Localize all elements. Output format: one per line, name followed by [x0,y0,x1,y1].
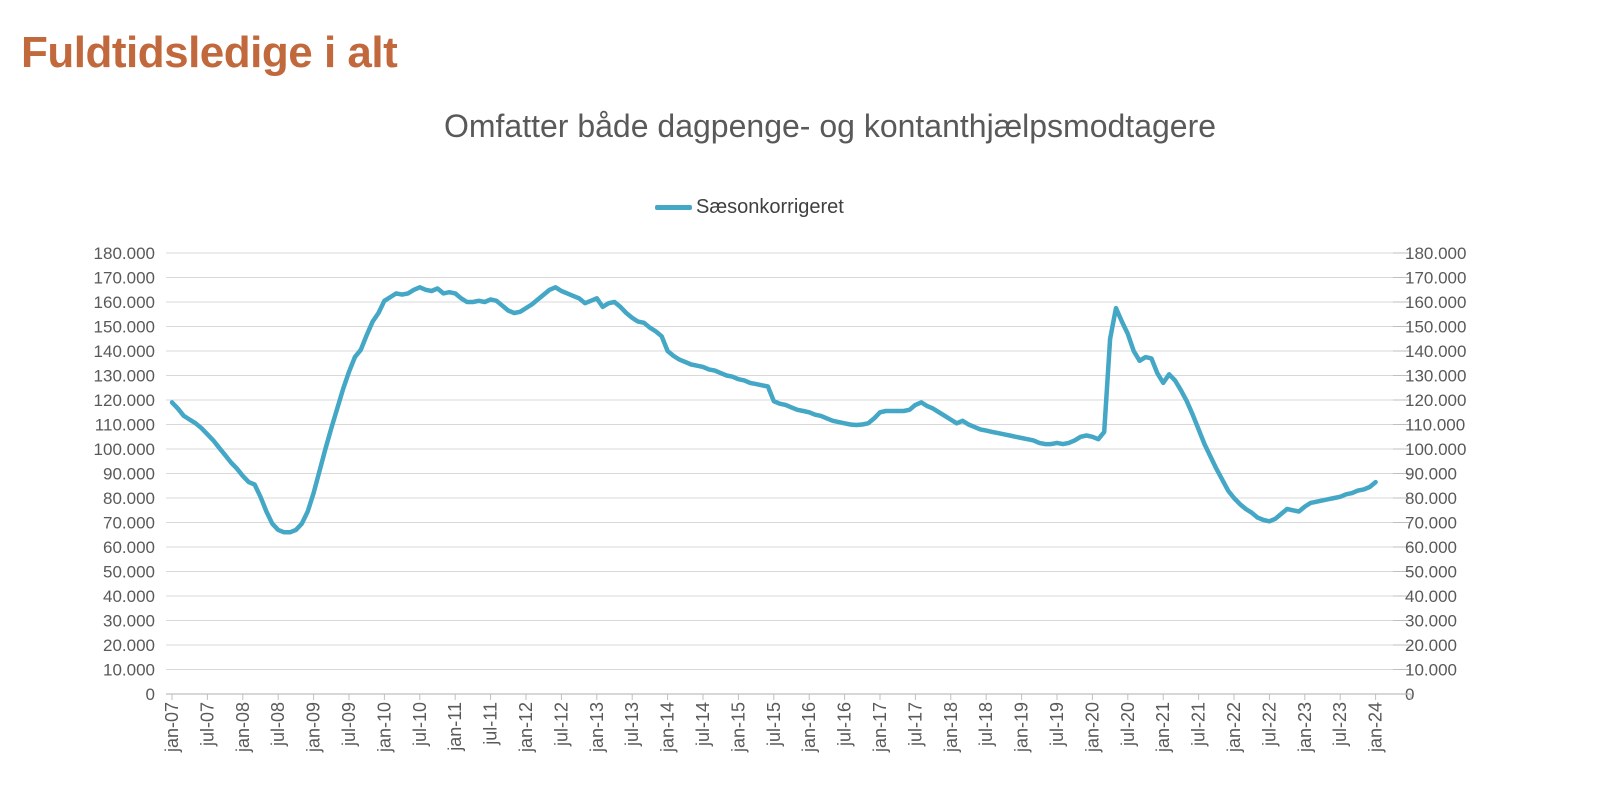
y-axis-label-left: 20.000 [103,636,155,655]
x-axis-label: jan-08 [233,702,253,753]
x-axis-label: jul-22 [1259,702,1279,747]
y-axis-label-left: 130.000 [94,367,155,386]
y-axis-label-left: 50.000 [103,563,155,582]
x-axis-label: jan-18 [941,702,961,753]
x-axis-label: jul-11 [481,702,501,746]
y-axis-label-left: 120.000 [94,391,155,410]
y-axis-label-left: 100.000 [94,440,155,459]
y-axis-label-right: 150.000 [1405,318,1466,337]
y-axis-label-left: 90.000 [103,465,155,484]
x-axis-label: jan-13 [587,702,607,753]
x-axis-label: jan-15 [728,702,748,753]
x-axis-label: jul-19 [1047,702,1067,747]
x-axis-label: jan-17 [870,702,890,753]
y-axis-label-right: 110.000 [1405,416,1465,435]
x-axis-label: jan-09 [304,702,324,753]
x-axis-label: jan-16 [799,702,819,753]
y-axis-label-right: 50.000 [1405,563,1457,582]
x-axis-label: jan-12 [516,702,536,753]
y-axis-label-left: 0 [146,685,155,704]
x-axis-label: jan-11 [445,702,465,752]
y-axis-label-right: 40.000 [1405,587,1457,606]
y-axis-label-right: 20.000 [1405,636,1457,655]
x-axis-label: jan-14 [658,702,678,753]
x-axis-label: jan-07 [162,702,182,753]
y-axis-label-right: 120.000 [1405,391,1466,410]
y-axis-label-left: 170.000 [94,269,155,288]
x-axis-label: jul-21 [1189,702,1209,747]
y-axis-label-right: 170.000 [1405,269,1466,288]
legend-line-swatch [655,205,692,210]
y-axis-label-left: 10.000 [103,661,155,680]
x-axis-label: jul-15 [764,702,784,747]
y-axis-label-right: 140.000 [1405,342,1466,361]
y-axis-label-right: 100.000 [1405,440,1466,459]
y-axis-label-right: 30.000 [1405,612,1457,631]
y-axis-label-right: 80.000 [1405,489,1457,508]
y-axis-label-right: 130.000 [1405,367,1466,386]
x-axis-label: jul-13 [622,702,642,747]
x-axis-label: jul-17 [905,702,925,747]
y-axis-label-left: 140.000 [94,342,155,361]
y-axis-label-left: 160.000 [94,293,155,312]
legend-label: Sæsonkorrigeret [696,196,844,218]
legend: Sæsonkorrigeret [655,196,844,219]
y-axis-label-left: 40.000 [103,587,155,606]
x-axis-label: jul-14 [693,702,713,747]
x-axis-label: jul-20 [1118,702,1138,747]
x-axis-label: jan-21 [1153,702,1173,753]
x-axis-label: jul-09 [339,702,359,747]
y-axis-label-right: 70.000 [1405,514,1457,533]
y-axis-label-right: 160.000 [1405,293,1466,312]
y-axis-label-left: 70.000 [103,514,155,533]
y-axis-label-left: 150.000 [94,318,155,337]
x-axis-label: jul-23 [1330,702,1350,747]
x-axis-label: jan-23 [1295,702,1315,753]
page-title: Fuldtidsledige i alt [21,28,398,77]
y-axis-label-left: 80.000 [103,489,155,508]
x-axis-label: jul-12 [551,702,571,747]
y-axis-label-left: 60.000 [103,538,155,557]
y-axis-label-left: 110.000 [95,416,155,435]
y-axis-label-left: 30.000 [103,612,155,631]
y-axis-label-right: 60.000 [1405,538,1457,557]
x-axis-label: jan-19 [1012,702,1032,753]
x-axis-label: jan-24 [1366,702,1386,753]
x-axis-label: jul-08 [268,702,288,747]
x-axis-label: jan-20 [1082,702,1102,753]
y-axis-label-right: 90.000 [1405,465,1457,484]
x-axis-label: jul-18 [976,702,996,747]
y-axis-label-right: 180.000 [1405,244,1466,263]
chart-subtitle: Omfatter både dagpenge- og kontanthjælps… [443,108,1217,144]
x-axis-label: jan-10 [374,702,394,753]
series-line [169,285,1378,535]
x-axis-label: jan-22 [1224,702,1244,753]
y-axis-label-right: 10.000 [1405,661,1457,680]
x-axis-label: jul-10 [410,702,430,747]
x-axis-label: jul-07 [197,702,217,747]
x-axis-label: jul-16 [835,702,855,747]
y-axis-label-left: 180.000 [94,244,155,263]
